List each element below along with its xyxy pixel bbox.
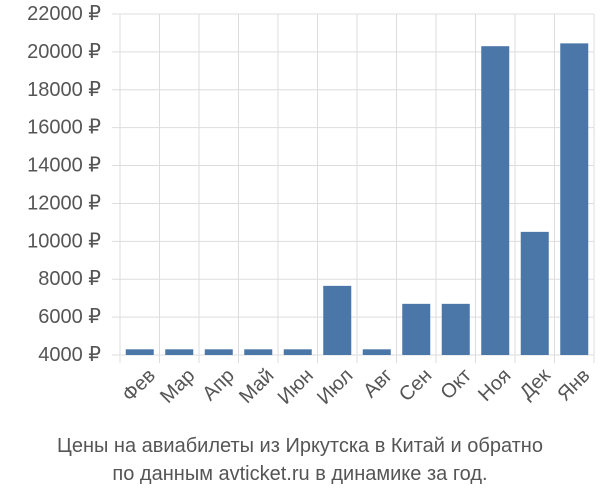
x-tick-label: Июн [274, 365, 318, 409]
y-tick-label: 22000 ₽ [27, 3, 101, 25]
y-tick-label: 16000 ₽ [27, 117, 101, 139]
bar-chart: 4000 ₽ 6000 ₽ 8000 ₽ 10000 ₽ 12000 ₽ 14000 ₽ 1… [27, 3, 595, 409]
bar-12 [560, 43, 589, 355]
y-tick-label: 10000 ₽ [27, 230, 101, 252]
x-tick-label: Апр [198, 365, 239, 406]
x-tick-label: Июл [313, 365, 357, 409]
bar-10 [481, 46, 510, 355]
bar-7 [362, 349, 391, 355]
y-tick-label: 4000 ₽ [38, 344, 101, 366]
bar-4 [244, 349, 273, 355]
y-tick-label: 12000 ₽ [27, 192, 101, 214]
bar-11 [520, 231, 549, 355]
x-tick-label: Авг [359, 365, 397, 403]
x-tick-label: Ноя [474, 365, 515, 406]
chart-caption-line-2: по данным avticket.ru в динамике за год. [112, 463, 488, 485]
y-tick-label: 14000 ₽ [27, 155, 101, 177]
x-tick-label: Фев [118, 365, 160, 407]
x-tick-label: Май [235, 365, 278, 408]
grid-lines [112, 13, 595, 363]
bar-9 [441, 303, 470, 355]
bars [125, 43, 589, 355]
x-tick-label: Окт [437, 365, 476, 404]
y-tick-label: 8000 ₽ [38, 268, 101, 290]
x-tick-label: Янв [553, 365, 594, 406]
y-tick-label: 18000 ₽ [27, 79, 101, 101]
y-tick-label: 20000 ₽ [27, 41, 101, 63]
bar-1 [125, 349, 154, 355]
bar-6 [323, 285, 352, 355]
x-tick-label: Мар [156, 365, 199, 408]
chart-caption-line-1: Цены на авиабилеты из Иркутска в Китай и… [57, 435, 543, 457]
y-axis-ticks: 4000 ₽ 6000 ₽ 8000 ₽ 10000 ₽ 12000 ₽ 14000 ₽ 1… [27, 3, 101, 366]
bar-8 [402, 303, 431, 355]
bar-3 [204, 349, 233, 355]
bar-2 [165, 349, 194, 355]
x-tick-label: Сен [395, 365, 436, 406]
y-tick-label: 6000 ₽ [38, 306, 101, 328]
x-tick-label: Дек [516, 364, 555, 403]
bar-5 [283, 349, 312, 355]
